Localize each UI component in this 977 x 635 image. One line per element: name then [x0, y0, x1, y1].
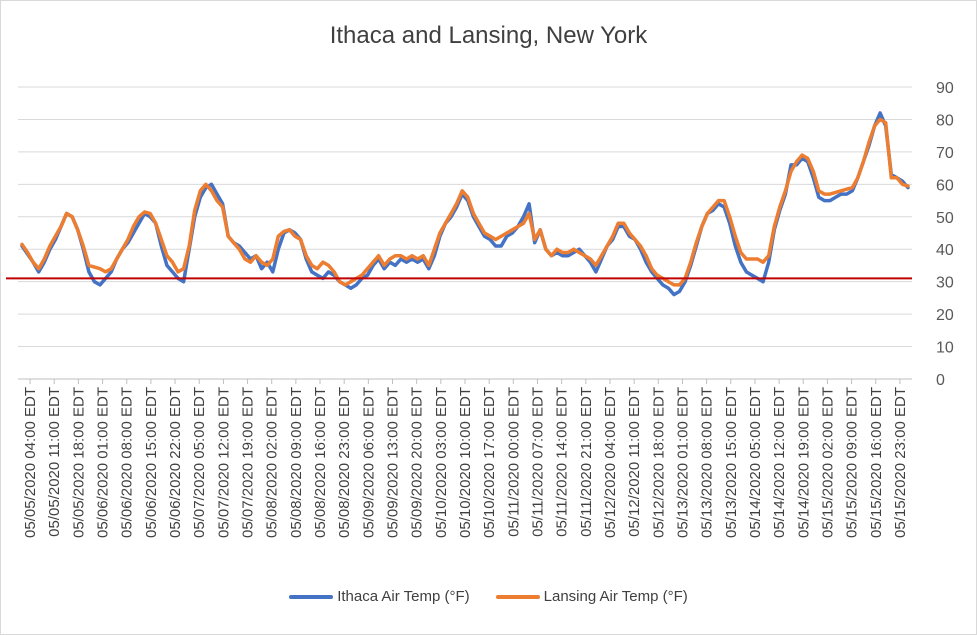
x-tick-label: 05/06/2020 15:00 EDT	[143, 387, 160, 538]
x-tick-label: 05/12/2020 18:00 EDT	[650, 387, 667, 538]
x-tick-label: 05/07/2020 12:00 EDT	[215, 387, 232, 538]
chart-title: Ithaca and Lansing, New York	[329, 22, 648, 49]
x-tick-label: 05/06/2020 22:00 EDT	[167, 387, 184, 538]
x-tick-label: 05/14/2020 19:00 EDT	[795, 387, 812, 538]
legend-item: Ithaca Air Temp (°F)	[289, 588, 470, 605]
y-tick-label: 10	[936, 340, 954, 357]
y-tick-label: 0	[936, 372, 945, 389]
x-tick-label: 05/12/2020 04:00 EDT	[602, 387, 619, 538]
series-lines	[20, 111, 910, 297]
x-tick-label: 05/09/2020 20:00 EDT	[409, 387, 426, 538]
x-tick-label: 05/05/2020 18:00 EDT	[70, 387, 87, 538]
series-line-ithaca	[20, 111, 910, 297]
x-tick-label: 05/05/2020 04:00 EDT	[22, 387, 39, 538]
y-tick-label: 60	[936, 177, 954, 194]
x-tick-label: 05/11/2020 00:00 EDT	[505, 387, 522, 537]
x-tick-label: 05/06/2020 01:00 EDT	[95, 387, 112, 538]
x-tick-label: 05/14/2020 05:00 EDT	[747, 387, 764, 538]
legend-label: Ithaca Air Temp (°F)	[337, 588, 470, 605]
x-tick-label: 05/08/2020 09:00 EDT	[288, 387, 305, 538]
x-tick-label: 05/11/2020 21:00 EDT	[578, 387, 595, 537]
legend: Ithaca Air Temp (°F) Lansing Air Temp (°F…	[0, 588, 977, 605]
x-tick-label: 05/05/2020 11:00 EDT	[46, 387, 63, 537]
x-tick-label: 05/15/2020 23:00 EDT	[892, 387, 909, 538]
x-tick-label: 05/09/2020 06:00 EDT	[360, 387, 377, 538]
x-tick-label: 05/10/2020 17:00 EDT	[481, 387, 498, 538]
x-tick-label: 05/15/2020 09:00 EDT	[844, 387, 861, 538]
y-tick-label: 80	[936, 112, 954, 129]
y-tick-label: 40	[936, 242, 954, 259]
x-tick-label: 05/11/2020 07:00 EDT	[529, 387, 546, 537]
x-tick-label: 05/10/2020 10:00 EDT	[457, 387, 474, 538]
y-tick-label: 50	[936, 210, 954, 227]
x-tick-label: 05/10/2020 03:00 EDT	[433, 387, 450, 538]
x-tick-label: 05/06/2020 08:00 EDT	[119, 387, 136, 538]
y-tick-label: 90	[936, 80, 954, 97]
x-tick-label: 05/11/2020 14:00 EDT	[554, 387, 571, 537]
x-tick-label: 05/07/2020 05:00 EDT	[191, 387, 208, 538]
legend-label: Lansing Air Temp (°F)	[543, 588, 688, 605]
x-tick-label: 05/15/2020 16:00 EDT	[868, 387, 885, 538]
x-tick-label: 05/09/2020 13:00 EDT	[385, 387, 402, 538]
x-axis-tick-labels: 05/05/2020 04:00 EDT 05/05/2020 11:00 EDT…	[22, 387, 909, 538]
y-axis-tick-labels: 0 10 20 30 40 50 60 70 80 90	[936, 80, 954, 389]
x-tick-label: 05/08/2020 23:00 EDT	[336, 387, 353, 538]
x-tick-label: 05/13/2020 08:00 EDT	[699, 387, 716, 538]
y-tick-label: 30	[936, 275, 954, 292]
legend-swatch	[289, 594, 334, 599]
x-axis	[18, 378, 912, 384]
x-tick-label: 05/14/2020 12:00 EDT	[771, 387, 788, 538]
x-tick-label: 05/15/2020 02:00 EDT	[819, 387, 836, 538]
y-tick-label: 20	[936, 307, 954, 324]
x-tick-label: 05/07/2020 19:00 EDT	[240, 387, 257, 538]
series-line-lansing	[20, 117, 910, 287]
x-tick-label: 05/12/2020 11:00 EDT	[626, 387, 643, 537]
y-tick-label: 70	[936, 145, 954, 162]
legend-swatch	[495, 594, 540, 599]
x-tick-label: 05/08/2020 16:00 EDT	[312, 387, 329, 538]
x-tick-label: 05/08/2020 02:00 EDT	[264, 387, 281, 538]
x-tick-label: 05/13/2020 15:00 EDT	[723, 387, 740, 538]
x-tick-label: 05/13/2020 01:00 EDT	[674, 387, 691, 538]
legend-item: Lansing Air Temp (°F)	[495, 588, 688, 605]
